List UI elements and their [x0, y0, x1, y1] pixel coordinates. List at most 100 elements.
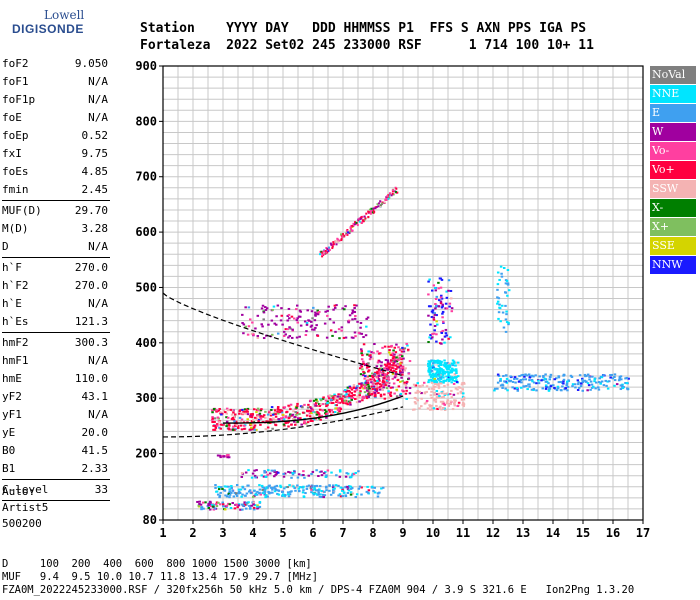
echo-mark	[354, 223, 357, 226]
echo-mark	[460, 392, 463, 395]
echo-mark	[435, 371, 439, 374]
echo-mark	[493, 387, 497, 390]
echo-mark	[505, 321, 509, 324]
echo-mark	[588, 375, 591, 378]
echo-mark	[259, 423, 262, 426]
echo-mark	[232, 425, 235, 428]
echo-mark	[581, 378, 584, 381]
echo-mark	[395, 368, 398, 371]
echo-mark	[233, 428, 236, 431]
echo-mark	[586, 382, 590, 385]
y-tick-label: 700	[135, 170, 157, 184]
echo-mark	[367, 489, 371, 492]
echo-mark	[212, 508, 216, 511]
echo-mark	[613, 376, 616, 379]
param-value: N/A	[88, 240, 108, 253]
echo-mark	[505, 279, 509, 282]
echo-mark	[323, 322, 327, 325]
param-name: foE	[2, 111, 22, 124]
echo-mark	[304, 492, 307, 495]
echo-mark	[314, 411, 317, 414]
echo-mark	[320, 250, 323, 253]
echo-mark	[335, 404, 339, 407]
echo-mark	[444, 302, 448, 305]
echo-mark	[250, 504, 253, 507]
echo-mark	[365, 395, 368, 398]
param-name: h`E	[2, 297, 22, 310]
echo-mark	[325, 405, 328, 408]
echo-mark	[532, 388, 536, 391]
echo-mark	[376, 382, 380, 385]
echo-mark	[445, 334, 448, 337]
echo-mark	[506, 389, 509, 392]
echo-mark	[243, 488, 247, 491]
echo-mark	[365, 397, 369, 400]
echo-mark	[434, 400, 438, 403]
echo-mark	[351, 310, 355, 313]
echo-mark	[302, 470, 305, 473]
echo-mark	[299, 405, 303, 408]
echo-mark	[352, 386, 356, 389]
echo-mark	[327, 395, 330, 398]
echo-mark	[207, 504, 210, 507]
echo-mark	[504, 330, 508, 333]
echo-mark	[354, 387, 358, 390]
echo-mark	[431, 336, 434, 339]
echo-mark	[613, 379, 617, 382]
legend-item: SSW	[650, 180, 696, 198]
echo-mark	[397, 346, 400, 349]
echo-mark	[288, 484, 291, 487]
echo-mark	[513, 387, 517, 390]
echo-mark	[198, 502, 201, 505]
echo-mark	[358, 220, 361, 223]
echo-mark	[432, 316, 435, 319]
echo-mark	[358, 367, 362, 370]
echo-mark	[297, 487, 301, 490]
echo-mark	[360, 350, 363, 353]
echo-mark	[338, 470, 342, 473]
echo-mark	[499, 378, 502, 381]
echo-mark	[307, 474, 311, 477]
echo-mark	[366, 491, 370, 494]
echo-mark	[355, 401, 359, 404]
echo-mark	[439, 296, 443, 299]
echo-mark	[350, 336, 354, 339]
echo-mark	[211, 418, 214, 421]
echo-mark	[448, 364, 452, 367]
param-row: foE N/A	[0, 109, 112, 127]
echo-mark	[532, 381, 536, 384]
param-value: 2.33	[81, 462, 109, 475]
echo-mark	[314, 492, 317, 495]
echo-mark	[255, 417, 258, 420]
echo-mark	[260, 323, 263, 326]
echo-mark	[440, 408, 443, 411]
echo-mark	[253, 469, 256, 472]
echo-mark	[355, 388, 359, 391]
echo-mark	[420, 405, 423, 408]
echo-mark	[434, 372, 438, 375]
echo-mark	[400, 350, 404, 353]
echo-mark	[395, 187, 398, 190]
echo-mark	[242, 323, 246, 326]
echo-mark	[296, 304, 299, 307]
echo-mark	[256, 335, 260, 338]
echo-mark	[396, 379, 400, 382]
echo-mark	[341, 495, 345, 498]
echo-mark	[317, 417, 321, 420]
echo-mark	[289, 408, 292, 411]
echo-mark	[583, 379, 586, 382]
echo-mark	[225, 420, 229, 423]
echo-mark	[265, 420, 268, 423]
echo-mark	[238, 416, 242, 419]
param-value: 43.1	[81, 390, 109, 403]
echo-mark	[391, 364, 395, 367]
echo-mark	[218, 494, 222, 497]
echo-mark	[445, 375, 448, 378]
echo-mark	[431, 387, 434, 390]
param-value: N/A	[88, 354, 108, 367]
echo-mark	[260, 474, 264, 477]
echo-mark	[319, 493, 322, 496]
echo-mark	[408, 387, 412, 390]
echo-mark	[233, 491, 237, 494]
echo-mark	[365, 212, 368, 215]
